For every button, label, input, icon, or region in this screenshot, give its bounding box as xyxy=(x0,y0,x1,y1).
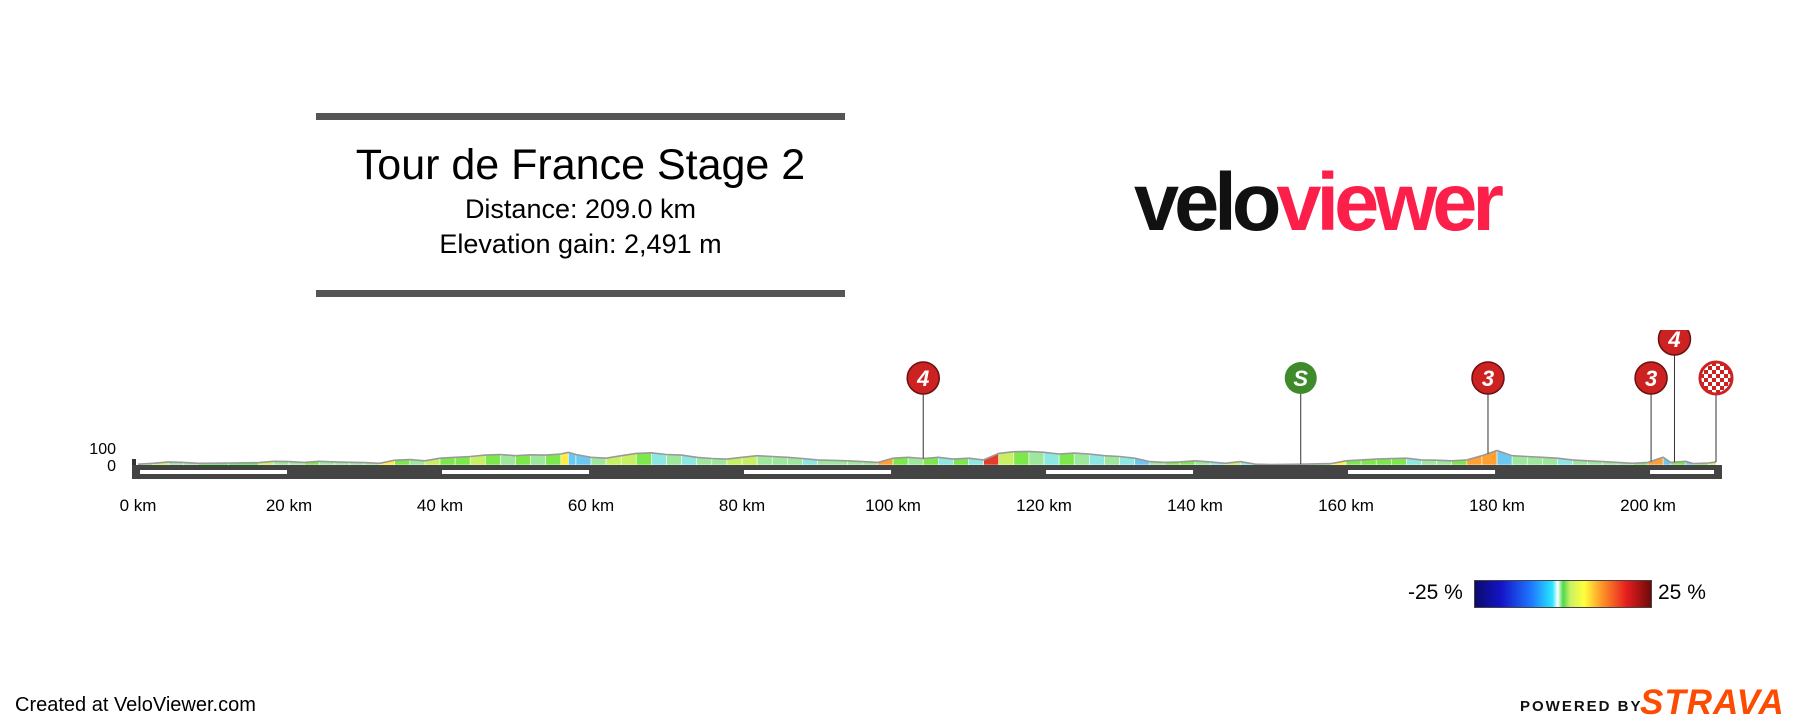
gradient-legend: -25 % 25 % xyxy=(1400,573,1730,613)
distance-bar-background xyxy=(132,465,1722,479)
climb-marker xyxy=(1471,361,1505,395)
svg-text:veloviewer: veloviewer xyxy=(1134,157,1503,248)
x-tick-label: 160 km xyxy=(1318,496,1374,515)
profile-segment xyxy=(1073,452,1090,466)
marker-label: 4 xyxy=(916,366,929,391)
finish-marker-ring xyxy=(1698,360,1734,396)
distance-bar-stripe xyxy=(140,470,288,474)
x-tick-label: 60 km xyxy=(568,496,614,515)
x-tick-label: 140 km xyxy=(1167,496,1223,515)
profile-fill xyxy=(137,449,1717,466)
legend-min-label: -25 % xyxy=(1408,581,1463,604)
created-at-credit[interactable]: Created at VeloViewer.com xyxy=(15,694,256,716)
y-tick-label: 100 xyxy=(89,441,116,458)
y-tick-label: 0 xyxy=(107,458,116,475)
logo-velo: velo xyxy=(1134,157,1278,248)
profile-segment xyxy=(530,454,547,466)
profile-segment xyxy=(485,454,501,466)
distance-bar-stripe xyxy=(744,470,892,474)
profile-segment xyxy=(1058,452,1075,466)
marker-label: 3 xyxy=(1645,366,1657,391)
distance-bar xyxy=(132,459,1722,479)
distance-bar-stripe xyxy=(442,470,590,474)
x-tick-label: 0 km xyxy=(120,496,157,515)
gradient-colour-scale xyxy=(1474,580,1652,608)
legend-max-label: 25 % xyxy=(1658,581,1706,604)
x-tick-label: 40 km xyxy=(417,496,463,515)
x-tick-label: 100 km xyxy=(865,496,921,515)
distance-bar-stripe xyxy=(1348,470,1496,474)
marker-label: 3 xyxy=(1482,366,1494,391)
y-axis-line xyxy=(132,459,136,465)
distance-bar-stripe xyxy=(1046,470,1194,474)
marker-label: S xyxy=(1293,366,1308,391)
strava-logo: STRAVA xyxy=(1640,683,1785,722)
marker-label: 4 xyxy=(1667,330,1680,352)
title-bottom-rule xyxy=(316,290,845,297)
profile-outline xyxy=(137,449,1717,466)
profile-segment xyxy=(636,452,652,466)
stage-distance: Distance: 209.0 km xyxy=(464,194,697,224)
sprint-marker xyxy=(1284,362,1317,394)
x-tick-label: 80 km xyxy=(719,496,765,515)
climb-markers: 4 S 3 34 xyxy=(906,330,1734,465)
x-tick-label: 200 km xyxy=(1620,496,1676,515)
veloviewer-logo: veloviewer xyxy=(1134,157,1504,248)
climb-marker xyxy=(1634,361,1668,395)
powered-by-label: POWERED BY xyxy=(1520,698,1643,715)
stage-elevation-gain: Elevation gain: 2,491 m xyxy=(439,229,722,259)
title-top-rule xyxy=(316,113,845,120)
stage-title: Tour de France Stage 2 xyxy=(355,141,806,189)
stage-info-box: Tour de France Stage 2 Distance: 209.0 k… xyxy=(316,113,845,297)
distance-bar-stripe xyxy=(1650,470,1714,474)
x-tick-label: 20 km xyxy=(266,496,312,515)
profile-segment xyxy=(666,454,682,466)
logo-viewer: viewer xyxy=(1276,157,1503,248)
climb-marker xyxy=(1657,330,1692,356)
x-tick-label: 180 km xyxy=(1469,496,1525,515)
profile-segment xyxy=(1028,451,1045,466)
x-tick-label: 120 km xyxy=(1016,496,1072,515)
climb-marker xyxy=(906,361,940,395)
profile-segment xyxy=(1013,451,1030,466)
